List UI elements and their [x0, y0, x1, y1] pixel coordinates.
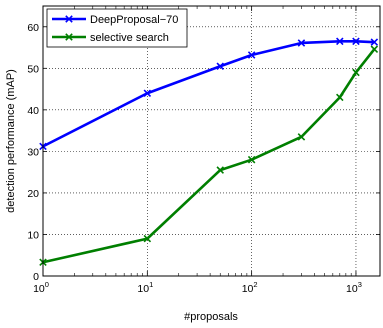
- series-line-1: [42, 48, 376, 264]
- data-point-1: [247, 155, 256, 164]
- data-point-0: [352, 37, 360, 46]
- data-point-0: [143, 89, 152, 97]
- data-point-1: [336, 93, 344, 102]
- series-layer: [39, 37, 379, 267]
- legend-marker-1: [65, 33, 73, 41]
- plot-background: [43, 6, 380, 276]
- data-point-1: [216, 166, 225, 174]
- x-tick-exponent: 2: [253, 280, 257, 289]
- y-tick-label: 50: [27, 63, 39, 75]
- series-line-0: [42, 40, 375, 148]
- x-axis-label: #proposals: [184, 311, 238, 323]
- data-point-0: [297, 39, 306, 47]
- x-tick-exponent: 3: [358, 280, 362, 289]
- y-tick-label: 10: [27, 229, 39, 241]
- data-point-0: [216, 62, 225, 70]
- y-axis-label: detection performance (mAP): [5, 69, 17, 213]
- data-point-0: [370, 38, 379, 46]
- legend-box: [46, 8, 188, 48]
- y-tick-label: 0: [33, 271, 39, 283]
- plot-frame: [42, 5, 381, 277]
- data-point-0: [247, 51, 256, 59]
- y-tick-label: 30: [27, 146, 39, 158]
- legend-label-0: DeepProposal−70: [90, 14, 178, 26]
- legend: DeepProposal−70 selective search: [46, 8, 188, 48]
- x-tick-exponent: 1: [149, 280, 153, 289]
- data-point-1: [352, 68, 360, 77]
- x-tick-label: 100: [33, 280, 49, 295]
- x-tick-base: 10: [346, 283, 358, 295]
- x-tick-label: 102: [242, 280, 258, 295]
- y-tick-label: 60: [27, 22, 39, 34]
- data-point-1: [370, 45, 379, 53]
- x-tick-label: 103: [346, 280, 362, 295]
- x-tick-base: 10: [137, 283, 149, 295]
- y-tick-label: 20: [27, 188, 39, 200]
- x-tick-base: 10: [242, 283, 254, 295]
- tick-marks: [42, 6, 380, 277]
- x-tick-label: 101: [137, 280, 153, 295]
- x-tick-exponent: 0: [45, 280, 49, 289]
- data-point-0: [336, 37, 344, 46]
- legend-label-1: selective search: [90, 32, 169, 44]
- data-point-1: [297, 133, 306, 141]
- y-tick-label: 40: [27, 105, 39, 117]
- x-tick-base: 10: [33, 283, 45, 295]
- data-point-1: [143, 234, 152, 243]
- legend-items: DeepProposal−70 selective search: [52, 14, 178, 44]
- legend-marker-0: [65, 15, 73, 23]
